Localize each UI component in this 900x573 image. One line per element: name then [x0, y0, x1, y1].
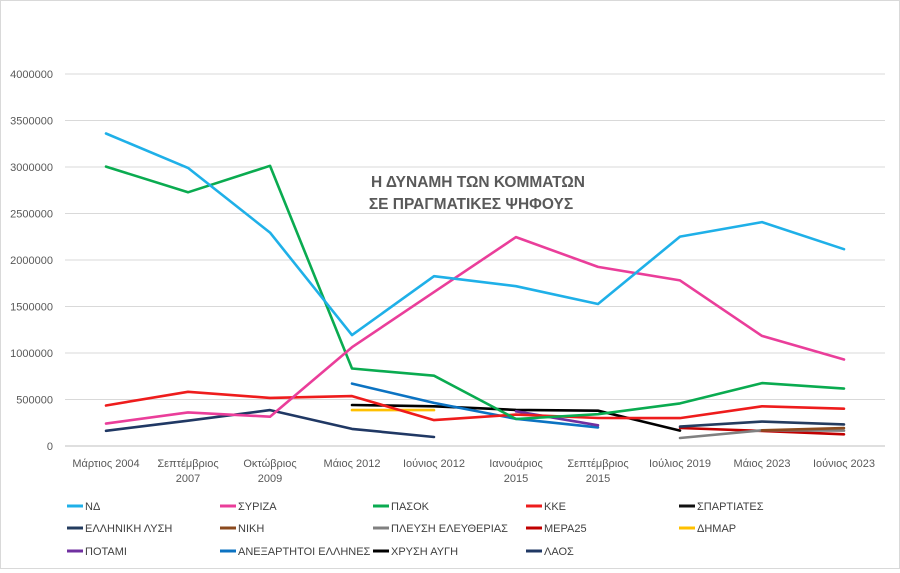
x-tick-label: Μάρτιος 2004 — [72, 458, 139, 470]
legend-label: ΠΟΤΑΜΙ — [85, 546, 127, 558]
gridlines — [65, 73, 885, 447]
series-line-2 — [104, 235, 846, 425]
series-line-1 — [104, 132, 846, 337]
x-tick-label: Ιανουάριος 2015 — [489, 458, 543, 485]
chart-title-line-1: Η ΔΥΝΑΜΗ ΤΩΝ ΚΟΜΜΑΤΩΝ — [371, 174, 585, 191]
legend-label: ΠΛΕΥΣΗ ΕΛΕΥΘΕΡΙΑΣ — [391, 523, 508, 535]
x-tick-label: Σεπτέμβριος 2015 — [567, 458, 628, 485]
legend-label: ΝΔ — [85, 501, 101, 513]
legend-label: ΑΝΕΞΑΡΤΗΤΟΙ ΕΛΛΗΝΕΣ — [238, 546, 371, 558]
legend-label: ΧΡΥΣΗ ΑΥΓΗ — [391, 546, 458, 558]
x-tick-label: Οκτώβριος 2009 — [243, 458, 296, 485]
chart-title-line-2: ΣΕ ΠΡΑΓΜΑΤΙΚΕΣ ΨΗΦΟΥΣ — [369, 196, 573, 213]
y-tick-label: 0 — [47, 441, 53, 453]
legend: ΝΔ ΣΥΡΙΖΑ ΠΑΣΟΚ ΚΚΕ ΣΠΑΡΤΙΑΤΕΣ ΕΛΛΗΝΙΚΗ ΛΥΣΗ Ν… — [67, 501, 764, 558]
y-tick-label: 3000000 — [10, 162, 53, 174]
series-line-4 — [104, 390, 846, 422]
legend-label: ΣΥΡΙΖΑ — [238, 501, 277, 513]
x-tick-label: Μάιος 2012 — [324, 458, 381, 470]
x-axis-ticks: Μάρτιος 2004 Σεπτέμβριος 2007 Οκτώβριος 2009… — [72, 458, 875, 485]
series-lines — [104, 132, 846, 440]
y-tick-label: 4000000 — [10, 69, 53, 81]
legend-label: ΔΗΜΑΡ — [697, 523, 736, 535]
y-tick-label: 2000000 — [10, 255, 53, 267]
x-tick-label: Ιούνιος 2012 — [403, 458, 465, 470]
y-tick-label: 2500000 — [10, 209, 53, 221]
legend-label: ΝΙΚΗ — [238, 523, 264, 535]
x-tick-label: Μάιος 2023 — [734, 458, 791, 470]
legend-label: ΕΛΛΗΝΙΚΗ ΛΥΣΗ — [85, 523, 172, 535]
legend-label: ΠΑΣΟΚ — [391, 501, 430, 513]
legend-label: ΣΠΑΡΤΙΑΤΕΣ — [697, 501, 764, 513]
legend-label: ΛΑΟΣ — [544, 546, 574, 558]
legend-label: ΜΕΡΑ25 — [544, 523, 587, 535]
x-tick-label: Ιούλιος 2019 — [649, 458, 711, 470]
y-tick-label: 1500000 — [10, 302, 53, 314]
y-tick-label: 1000000 — [10, 348, 53, 360]
series-line-6 — [678, 420, 846, 428]
y-axis-ticks: 0 500000 1000000 1500000 2000000 2500000 30000… — [10, 69, 53, 453]
legend-label: ΚΚΕ — [544, 501, 566, 513]
series-line-3 — [104, 164, 846, 421]
series-line-11 — [514, 409, 600, 427]
x-tick-label: Ιούνιος 2023 — [813, 458, 875, 470]
series-line-7 — [760, 426, 846, 432]
series-line-12 — [350, 382, 600, 429]
x-tick-label: Σεπτέμβριος 2007 — [157, 458, 218, 485]
series-line-14 — [104, 408, 436, 439]
y-tick-label: 500000 — [16, 395, 53, 407]
y-tick-label: 3500000 — [10, 116, 53, 128]
